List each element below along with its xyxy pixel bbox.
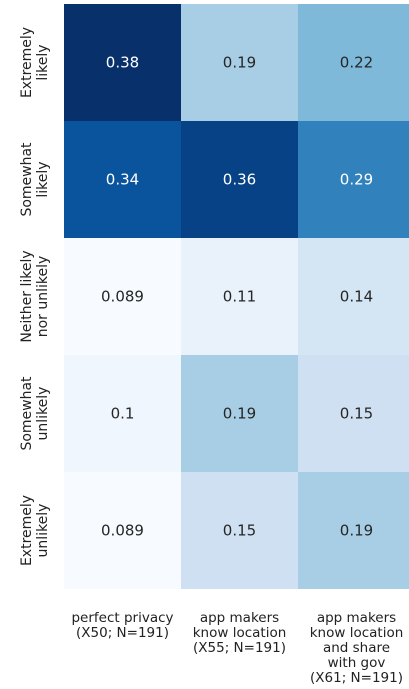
heatmap-cell-r2-c1	[181, 238, 298, 355]
heatmap-cell-r3-c0	[64, 355, 181, 472]
heatmap-cell-r1-c0	[64, 121, 181, 238]
cell-value-label-r0-c1: 0.19	[223, 54, 256, 72]
y-tick-label-1: Somewhatlikely	[19, 142, 51, 217]
heatmap-cell-r4-c1	[181, 472, 298, 589]
heatmap-cell-r2-c2	[298, 238, 409, 355]
x-tick-label-0: perfect privacy (X50; N=191)	[71, 610, 173, 641]
y-tick-label-3: Somewhatunlikely	[19, 376, 51, 451]
heatmap-cell-r3-c1	[181, 355, 298, 472]
cell-value-label-r4-c2: 0.19	[340, 522, 373, 540]
x-tick-label-1: app makers know location (X55; N=191)	[193, 610, 287, 656]
y-tick-label-4: Extremelyunlikely	[19, 495, 51, 566]
cell-value-label-r1-c2: 0.29	[340, 171, 373, 189]
heatmap-cell-r3-c2	[298, 355, 409, 472]
heatmap-cell-r1-c1	[181, 121, 298, 238]
heatmap-cell-r0-c2	[298, 4, 409, 121]
y-axis-labels: Extremelylikely Somewhatlikely Neither lik…	[19, 27, 51, 566]
y-tick-label-0: Extremelylikely	[19, 27, 51, 98]
cell-value-label-r4-c0: 0.089	[101, 522, 144, 540]
cell-value-label-r1-c1: 0.36	[223, 171, 256, 189]
heatmap-cells: 0.38 0.19 0.22 0.34 0.36 0.29 0.089 0.11 0.14 0.1…	[64, 4, 409, 589]
cell-value-label-r4-c1: 0.15	[223, 522, 256, 540]
heatmap-cell-r4-c2	[298, 472, 409, 589]
heatmap-cell-r4-c0	[64, 472, 181, 589]
heatmap-cell-r2-c0	[64, 238, 181, 355]
cell-value-label-r0-c2: 0.22	[340, 54, 373, 72]
cell-value-label-r1-c0: 0.34	[106, 171, 139, 189]
heatmap-cell-r0-c1	[181, 4, 298, 121]
cell-value-label-r0-c0: 0.38	[106, 54, 139, 72]
cell-value-label-r2-c2: 0.14	[340, 288, 373, 306]
cell-value-label-r3-c1: 0.19	[223, 405, 256, 423]
y-tick-label-2: Neither likelynor unlikely	[19, 250, 51, 342]
x-axis-labels: perfect privacy (X50; N=191) app makers kno…	[71, 610, 403, 686]
heatmap-cell-r0-c0	[64, 4, 181, 121]
heatmap-cell-r1-c2	[298, 121, 409, 238]
cell-value-label-r2-c0: 0.089	[101, 288, 144, 306]
cell-value-label-r2-c1: 0.11	[223, 288, 256, 306]
cell-value-label-r3-c2: 0.15	[340, 405, 373, 423]
x-tick-label-2: app makers know location and share with gov…	[310, 610, 404, 686]
cell-value-label-r3-c0: 0.1	[111, 405, 135, 423]
